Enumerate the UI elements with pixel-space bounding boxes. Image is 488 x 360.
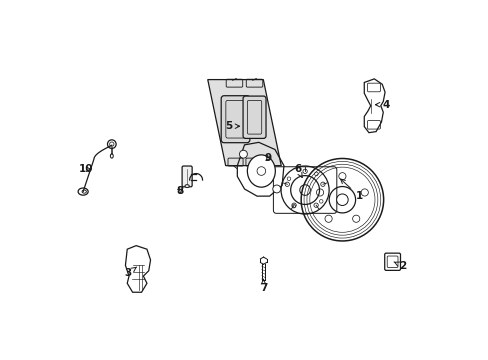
Text: 8: 8: [176, 186, 183, 196]
Circle shape: [325, 215, 331, 222]
Circle shape: [316, 189, 323, 196]
Text: 2: 2: [393, 261, 406, 271]
Ellipse shape: [184, 185, 189, 188]
Text: 10: 10: [79, 164, 93, 174]
Ellipse shape: [247, 155, 275, 187]
Circle shape: [361, 189, 367, 196]
Polygon shape: [207, 80, 281, 166]
Circle shape: [257, 167, 265, 175]
Text: 4: 4: [375, 100, 389, 110]
FancyBboxPatch shape: [182, 166, 192, 187]
Text: 6: 6: [293, 164, 302, 177]
Text: 3: 3: [124, 267, 136, 278]
Circle shape: [352, 215, 359, 222]
Circle shape: [336, 194, 347, 206]
FancyBboxPatch shape: [243, 96, 265, 138]
Circle shape: [239, 150, 247, 158]
Text: 7: 7: [259, 279, 266, 293]
Circle shape: [272, 185, 280, 193]
FancyBboxPatch shape: [221, 96, 249, 143]
Text: 1: 1: [340, 179, 362, 201]
Circle shape: [338, 173, 346, 180]
Text: 5: 5: [224, 121, 239, 131]
Text: 9: 9: [264, 153, 271, 163]
